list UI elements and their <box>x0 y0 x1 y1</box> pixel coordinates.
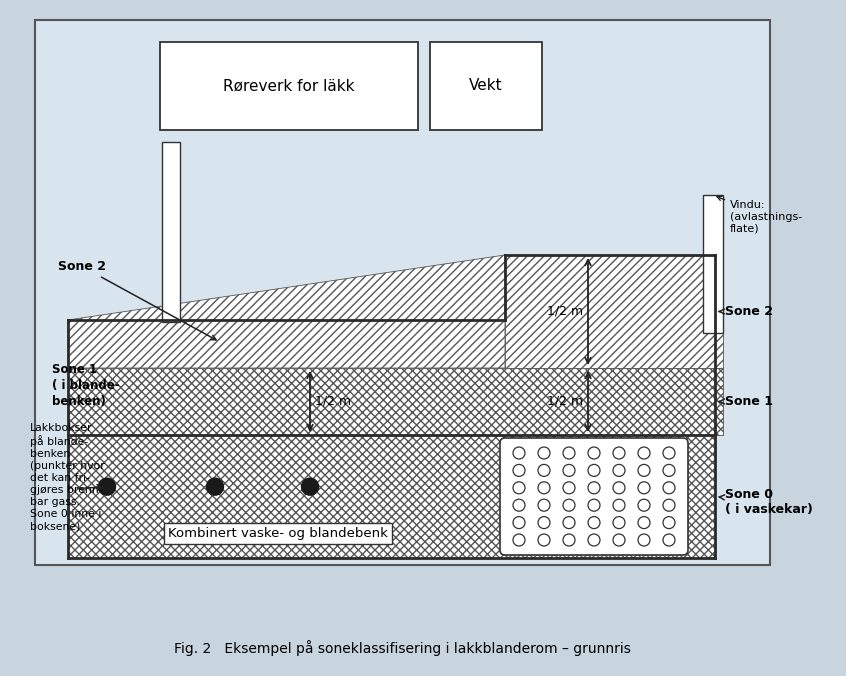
Bar <box>162 142 180 322</box>
FancyBboxPatch shape <box>500 438 688 555</box>
Bar <box>703 195 723 333</box>
Polygon shape <box>68 255 505 368</box>
Circle shape <box>206 478 223 495</box>
Text: 1/2 m: 1/2 m <box>547 305 583 318</box>
Circle shape <box>301 478 318 495</box>
Text: Sone 1
( i blande-
benken): Sone 1 ( i blande- benken) <box>52 363 119 408</box>
Text: Sone 1: Sone 1 <box>719 395 773 408</box>
Text: Vindu:
(avlastnings-
flate): Vindu: (avlastnings- flate) <box>717 196 802 233</box>
Text: 1/2 m: 1/2 m <box>547 395 583 408</box>
Text: 1/2 m: 1/2 m <box>315 395 351 408</box>
Bar <box>430 42 542 130</box>
Circle shape <box>98 478 116 495</box>
Polygon shape <box>68 368 723 435</box>
Text: Røreverk for läkk: Røreverk for läkk <box>223 78 354 93</box>
Text: Lakkbokser
på blande-
benken
(punkter hvor
det kan fri-
gjøres brenn-
bar gass.
: Lakkbokser på blande- benken (punkter hv… <box>30 423 105 531</box>
Polygon shape <box>505 255 723 368</box>
Bar <box>160 42 418 130</box>
Text: Sone 0
( i vaskekar): Sone 0 ( i vaskekar) <box>719 487 813 516</box>
Text: Fig. 2   Eksempel på soneklassifisering i lakkblanderom – grunnris: Fig. 2 Eksempel på soneklassifisering i … <box>174 640 631 656</box>
Text: Kombinert vaske- og blandebenk: Kombinert vaske- og blandebenk <box>168 527 388 540</box>
Polygon shape <box>68 435 715 558</box>
Text: Sone 2: Sone 2 <box>58 260 216 340</box>
Text: Sone 2: Sone 2 <box>719 305 773 318</box>
Bar <box>35 20 770 565</box>
Text: Vekt: Vekt <box>470 78 503 93</box>
